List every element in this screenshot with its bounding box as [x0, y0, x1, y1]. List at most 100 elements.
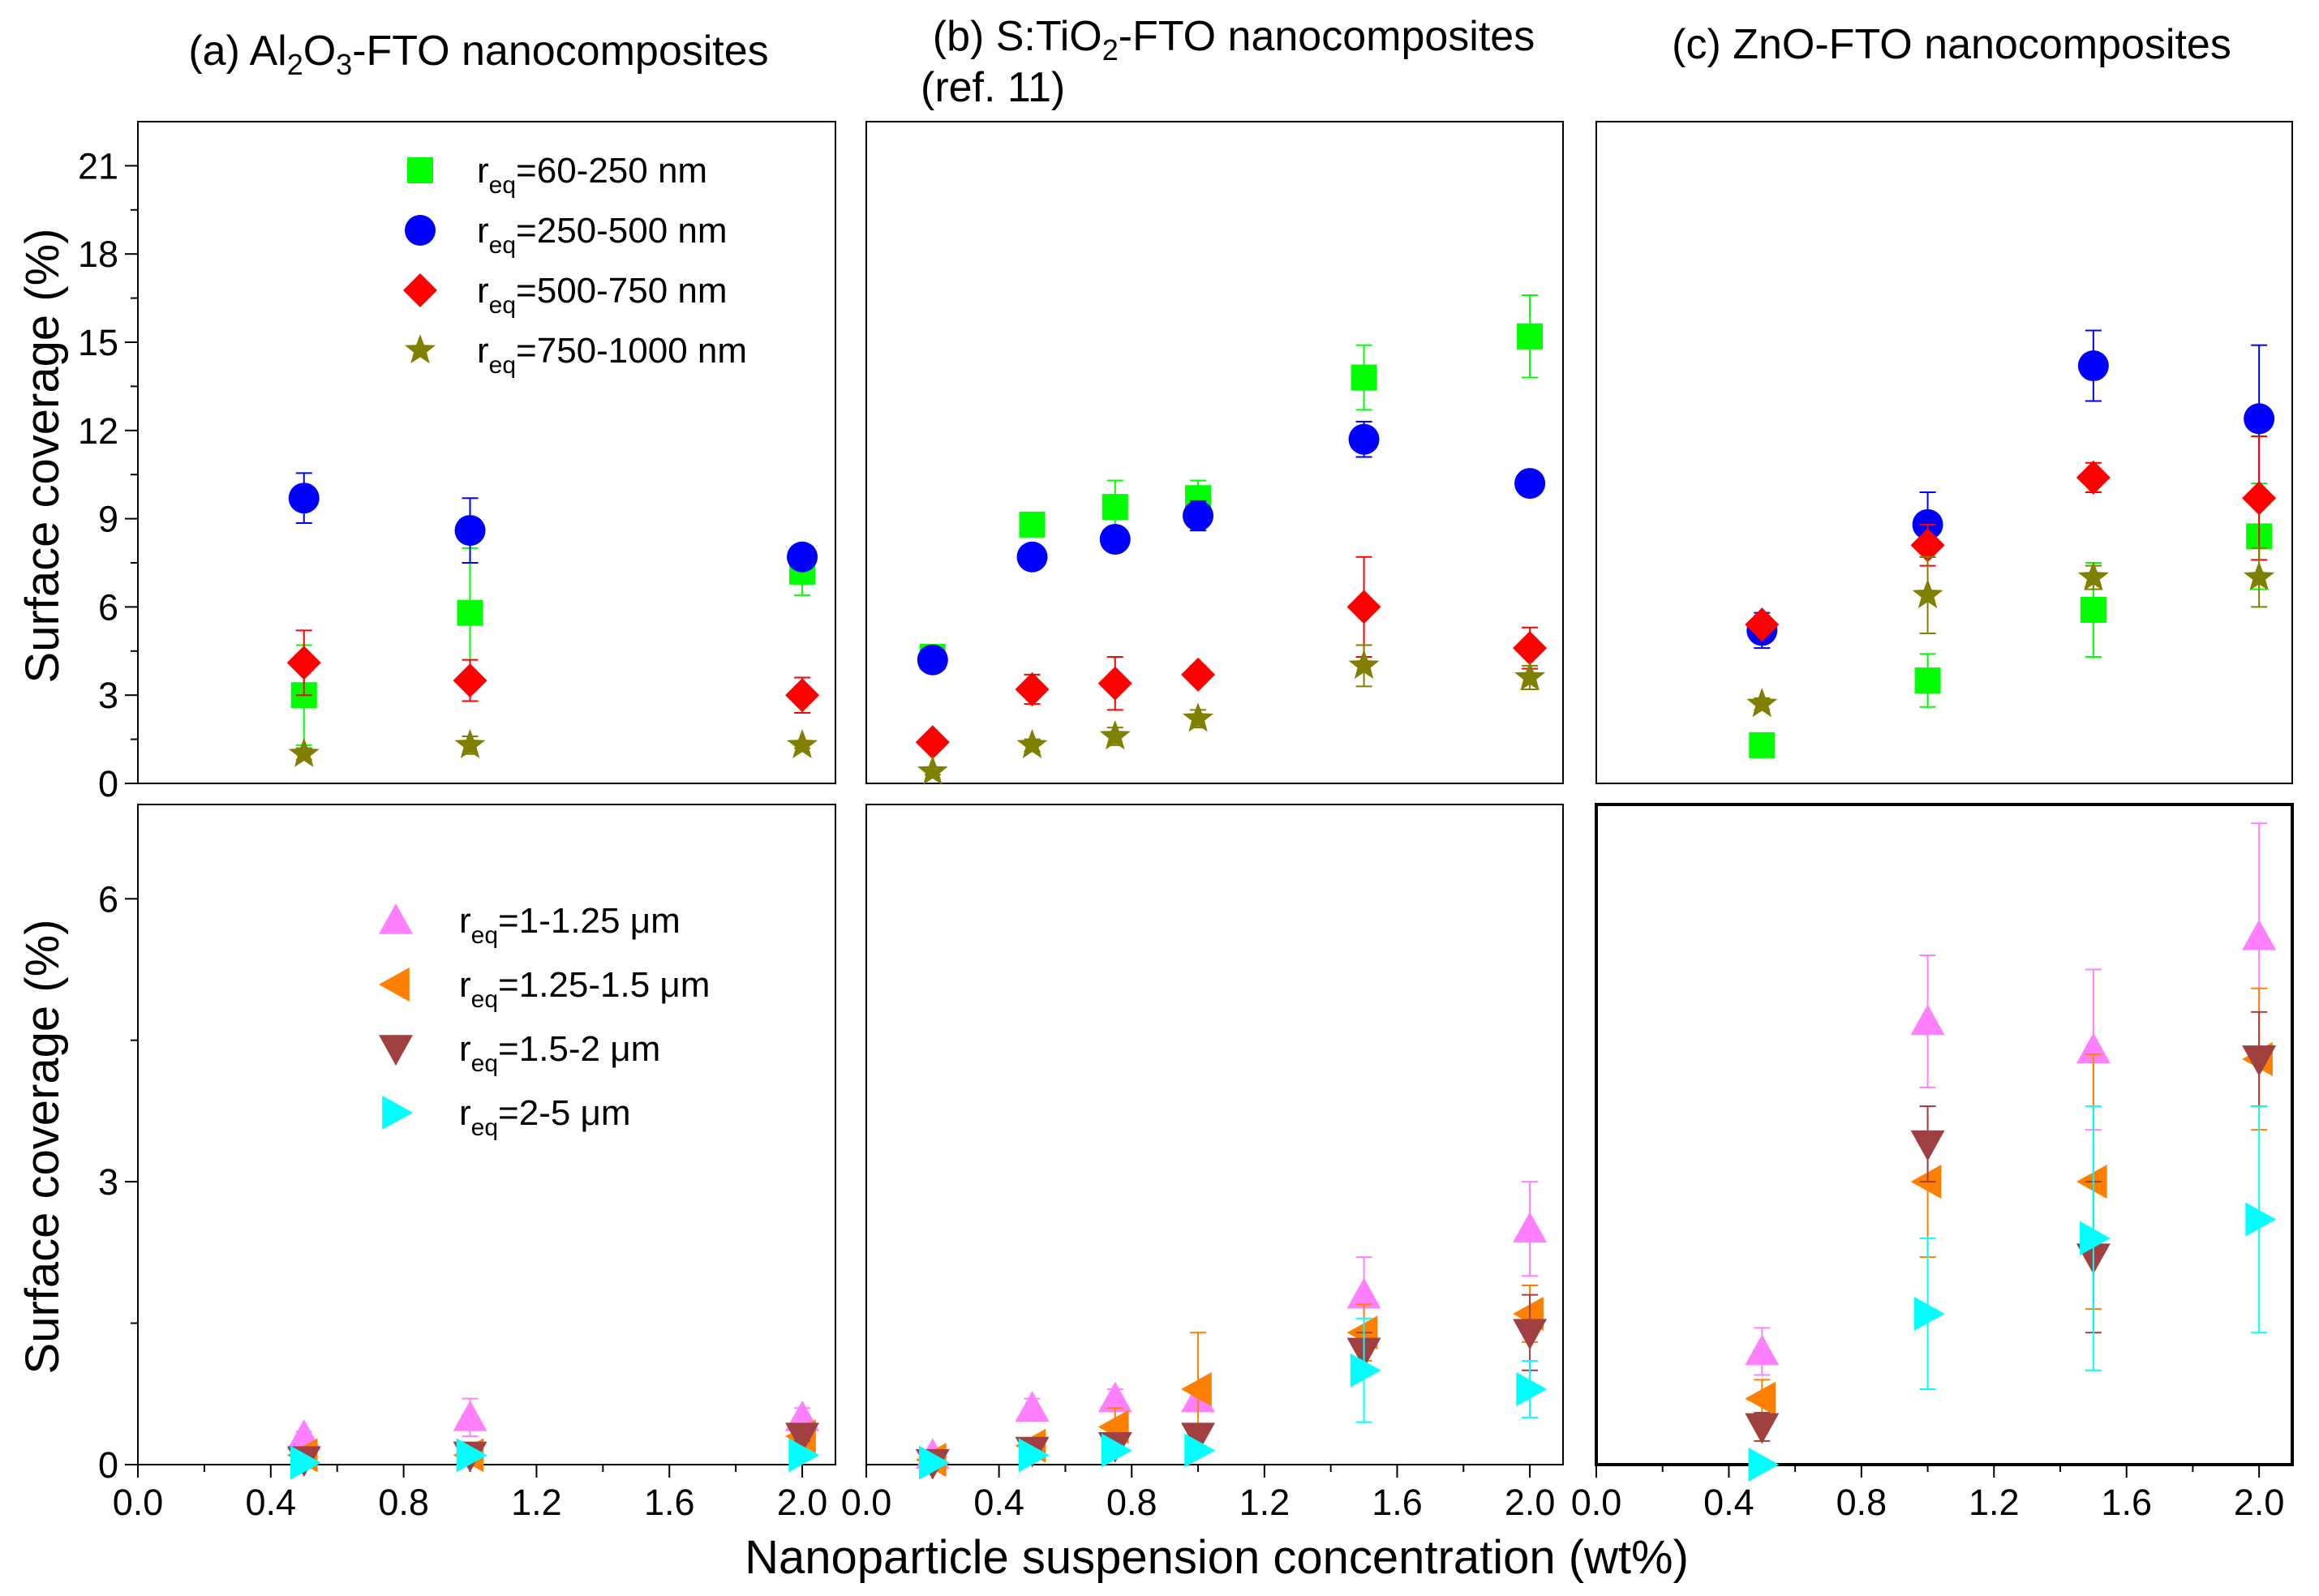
panel-c-title: (c) ZnO-FTO nanocomposites [1672, 21, 2231, 68]
data-point [1183, 702, 1214, 732]
x-tick-label: 2.0 [2234, 1482, 2285, 1523]
legend-marker [407, 157, 433, 183]
data-point [2242, 481, 2277, 516]
data-point [1350, 1353, 1381, 1388]
data-point [1513, 631, 1548, 666]
panel-b-title: (b) S:TiO2-FTO nanocomposites [933, 13, 1535, 66]
data-point [1348, 649, 1380, 680]
data-point [1181, 1422, 1216, 1454]
title-part: -FTO nanocomposites [352, 28, 768, 75]
data-point [457, 599, 483, 626]
panel-frame [137, 804, 836, 1465]
x-axis-label: Nanoparticle suspension concentration (w… [745, 1531, 1689, 1584]
data-point [1514, 468, 1546, 500]
data-point [1099, 523, 1131, 555]
panel-c-top-plot [1745, 329, 2277, 758]
data-point [1745, 1381, 1776, 1416]
panels-layer: 0 3 6 9 12 15 18 21 0 3 6 0.0 0.4 0.8 1.2 1.6 2.0 0.0 0.4 0… [78, 121, 2294, 1523]
y-axis-label-top: Surface coverage (%) [16, 229, 69, 684]
data-point [2080, 1221, 2111, 1255]
data-point [1097, 666, 1132, 701]
y-tick-label: 3 [98, 675, 118, 716]
y-tick-label: 21 [78, 145, 118, 187]
data-point [1348, 423, 1380, 455]
data-point [1749, 732, 1776, 758]
panel-b-top-plot [915, 294, 1548, 785]
data-point [787, 728, 818, 758]
data-point [785, 678, 820, 713]
data-point [1346, 590, 1381, 624]
data-point [1184, 1433, 1216, 1468]
legend-label: req=1.5-2 μm [459, 1029, 660, 1077]
panel-a-bottom-plot [286, 1397, 820, 1480]
data-point [1745, 1413, 1780, 1444]
data-point [1745, 607, 1780, 642]
legend-top: req=60-250 nm req=250-500 nm req=500-750 n… [403, 151, 747, 379]
legend-marker [403, 273, 437, 307]
title-part: (c) ZnO-FTO nanocomposites [1672, 21, 2231, 68]
title-part: -FTO nanocomposites [1119, 13, 1535, 60]
title-part: 2 [287, 48, 303, 81]
data-point [1101, 1433, 1132, 1468]
data-point [1910, 1004, 1945, 1036]
data-point [1016, 728, 1048, 758]
data-point [453, 663, 487, 698]
data-point [1183, 500, 1214, 531]
y-tick-label: 3 [98, 1161, 118, 1203]
x-tick-label: 0.8 [378, 1482, 429, 1523]
legend-label: req=500-750 nm [477, 271, 728, 319]
data-point [454, 728, 486, 758]
panel-a-title: (a) Al2O3-FTO nanocomposites [188, 28, 768, 81]
data-point [788, 1438, 820, 1473]
data-point [2244, 561, 2275, 591]
data-point [1745, 1334, 1780, 1366]
data-point [2245, 1202, 2277, 1237]
title-part: (a) Al [188, 28, 286, 75]
data-point [2077, 350, 2109, 382]
y-axis-label-bottom: Surface coverage (%) [16, 920, 69, 1375]
title-part: 3 [336, 48, 352, 81]
data-point [1015, 671, 1050, 706]
data-point [1514, 661, 1546, 691]
data-point [2242, 919, 2277, 950]
x-tick-label: 0.0 [113, 1482, 164, 1523]
title-part: (b) S:TiO [933, 13, 1102, 60]
x-tick-label: 0.4 [1703, 1482, 1754, 1523]
legend-marker [379, 903, 413, 934]
data-point [288, 737, 320, 767]
panel-a-top-plot [286, 472, 820, 767]
panel-b-title-line2: (ref. 11) [921, 64, 1065, 111]
legend-label: req=1-1.25 μm [459, 901, 681, 949]
data-point [456, 1438, 487, 1473]
x-tick-label: 2.0 [1505, 1482, 1556, 1523]
y-tick-label: 0 [98, 1444, 118, 1486]
data-point [915, 725, 950, 760]
panel-frame [865, 804, 1564, 1465]
data-point [454, 515, 486, 547]
legend-label: req=1.25-1.5 μm [459, 965, 710, 1013]
data-point [1015, 1391, 1050, 1422]
data-point [1748, 1448, 1780, 1482]
panel-b-bottom-plot [915, 1181, 1548, 1480]
data-point [1516, 1371, 1548, 1406]
legend-marker [382, 1096, 413, 1130]
x-tick-label: 1.2 [1239, 1482, 1290, 1523]
legend-marker [405, 334, 436, 364]
panel-frame [1595, 803, 2294, 1466]
data-point [1513, 1319, 1548, 1350]
legend-marker [379, 967, 410, 1002]
data-point [1346, 1277, 1381, 1309]
data-point [453, 1400, 487, 1431]
data-point [288, 483, 320, 514]
data-point [1912, 578, 1943, 609]
panel-c-bottom-plot [1745, 822, 2277, 1482]
legend-label: req=2-5 μm [459, 1093, 631, 1141]
title-part: 2 [1102, 33, 1119, 66]
data-point [917, 755, 948, 785]
data-point [1351, 364, 1377, 391]
x-tick-label: 0.4 [973, 1482, 1024, 1523]
data-point [1513, 1212, 1548, 1243]
data-point [1517, 323, 1544, 350]
data-point [1099, 720, 1131, 750]
x-tick-label: 0.8 [1106, 1482, 1157, 1523]
